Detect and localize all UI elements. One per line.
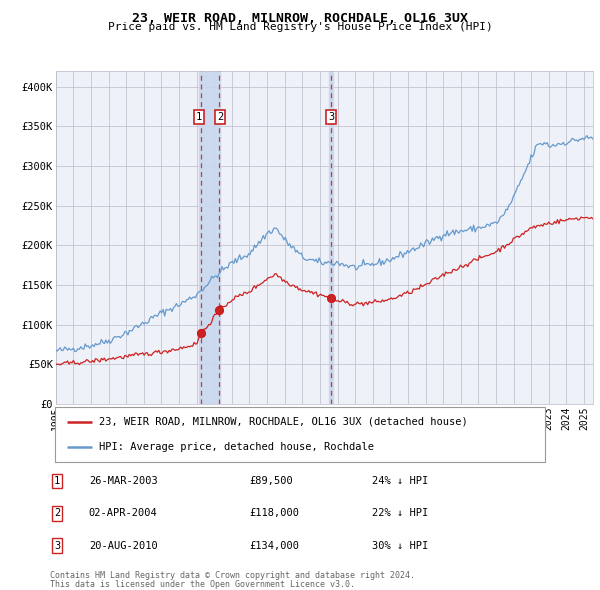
Text: 2: 2 (54, 509, 60, 518)
Text: Contains HM Land Registry data © Crown copyright and database right 2024.: Contains HM Land Registry data © Crown c… (50, 571, 415, 581)
Text: 22% ↓ HPI: 22% ↓ HPI (372, 509, 428, 518)
Text: 30% ↓ HPI: 30% ↓ HPI (372, 541, 428, 550)
Text: 23, WEIR ROAD, MILNROW, ROCHDALE, OL16 3UX (detached house): 23, WEIR ROAD, MILNROW, ROCHDALE, OL16 3… (99, 417, 468, 427)
Text: £134,000: £134,000 (249, 541, 299, 550)
Bar (199, 71, 220, 404)
Text: 3: 3 (54, 541, 60, 550)
Text: 1: 1 (54, 476, 60, 486)
Bar (329, 71, 333, 404)
Text: 20-AUG-2010: 20-AUG-2010 (89, 541, 158, 550)
Text: 1: 1 (196, 112, 202, 122)
Text: £118,000: £118,000 (249, 509, 299, 518)
Text: This data is licensed under the Open Government Licence v3.0.: This data is licensed under the Open Gov… (50, 579, 355, 589)
Text: 02-APR-2004: 02-APR-2004 (89, 509, 158, 518)
Text: 24% ↓ HPI: 24% ↓ HPI (372, 476, 428, 486)
Text: HPI: Average price, detached house, Rochdale: HPI: Average price, detached house, Roch… (99, 442, 374, 452)
FancyBboxPatch shape (55, 407, 545, 462)
Text: £89,500: £89,500 (249, 476, 293, 486)
Text: 2: 2 (217, 112, 223, 122)
Text: 3: 3 (328, 112, 334, 122)
Text: 26-MAR-2003: 26-MAR-2003 (89, 476, 158, 486)
Text: Price paid vs. HM Land Registry's House Price Index (HPI): Price paid vs. HM Land Registry's House … (107, 22, 493, 32)
Text: 23, WEIR ROAD, MILNROW, ROCHDALE, OL16 3UX: 23, WEIR ROAD, MILNROW, ROCHDALE, OL16 3… (132, 12, 468, 25)
